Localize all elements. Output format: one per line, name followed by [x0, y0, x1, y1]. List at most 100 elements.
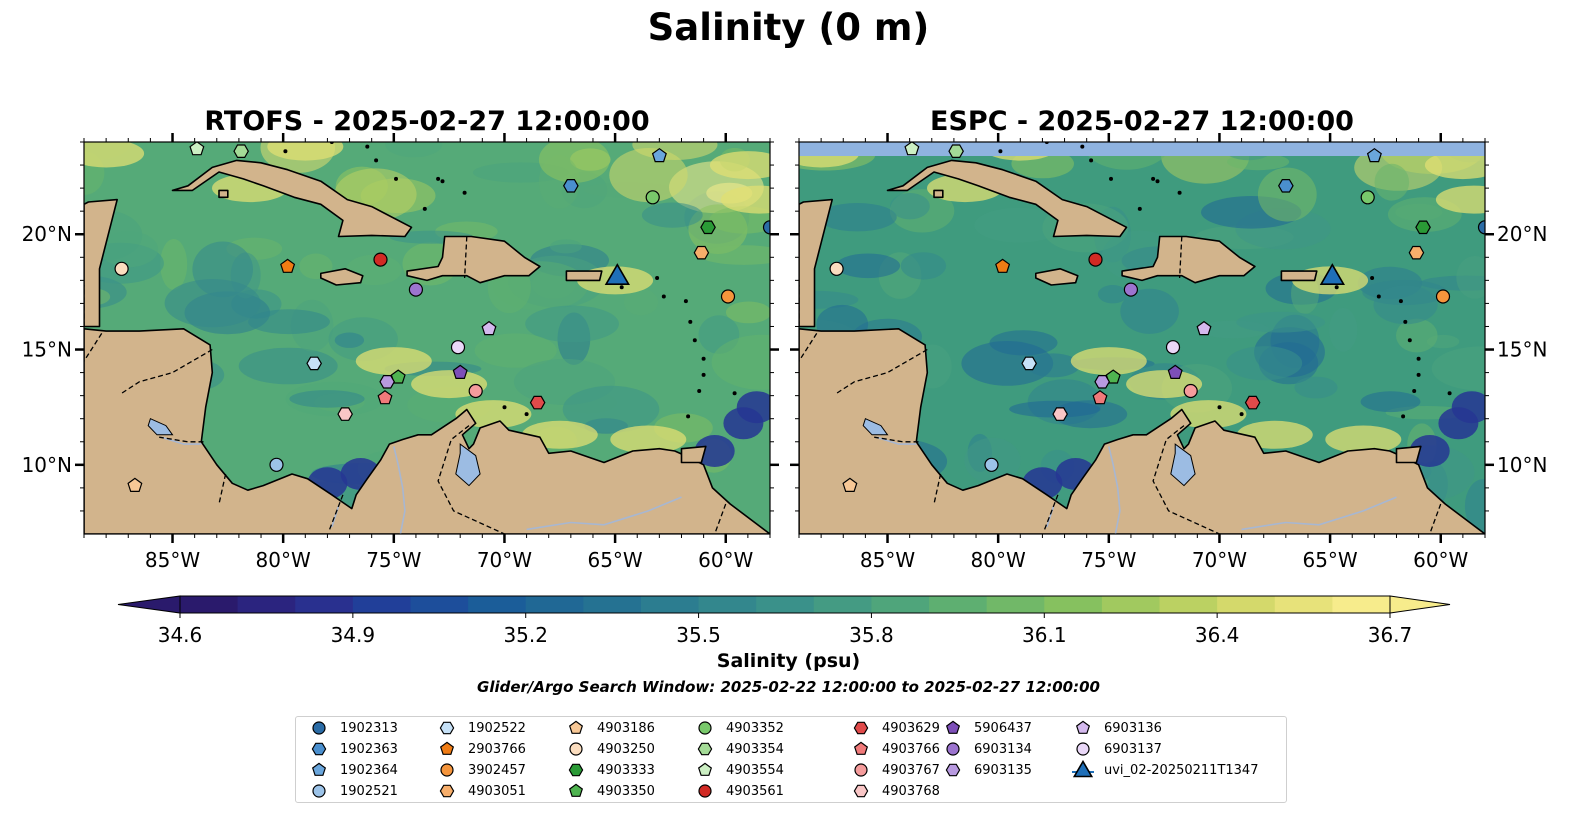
legend-label: 4903333 [597, 762, 655, 778]
y-tick-label: 10°N [22, 453, 72, 477]
legend-shape [440, 763, 454, 777]
legend-marker-icon [568, 783, 584, 797]
legend-marker-icon [311, 742, 327, 756]
marker-4903768 [337, 407, 353, 421]
legend-label: 1902313 [340, 720, 398, 736]
float-markers [829, 142, 1485, 492]
colorbar: 34.6 34.9 35.2 35.5 35.8 36.1 36.4 36.7 [117, 595, 1451, 647]
legend-marker-icon [853, 784, 869, 798]
legend-shape [439, 721, 455, 735]
marker-6903137 [450, 340, 466, 355]
legend-item-3902457: 3902457 [436, 760, 526, 780]
legend-shape [853, 784, 869, 798]
legend-item-1902522: 1902522 [436, 718, 526, 738]
legend-item-4903186: 4903186 [565, 718, 655, 738]
land-masses [799, 142, 1485, 534]
marker-4903250 [829, 261, 844, 276]
x-tick-label: 80°W [256, 548, 311, 572]
map-panel-rtofs [84, 142, 770, 534]
colorbar-tick-label: 35.2 [503, 623, 548, 647]
legend-marker-icon [312, 784, 326, 798]
panel-frame [83, 141, 771, 535]
legend-shape [698, 721, 712, 735]
figure-title: Salinity (0 m) [647, 6, 930, 49]
marker-6903137 [1165, 340, 1181, 355]
y-tick-label: 15°N [22, 338, 72, 362]
legend-marker-icon [946, 742, 960, 756]
marker-4903554 [904, 142, 920, 156]
marker-2903766 [995, 258, 1011, 273]
legend-label: 6903136 [1104, 720, 1162, 736]
legend-label: 4903354 [726, 741, 784, 757]
legend-label: uvi_02-20250211T1347 [1104, 762, 1259, 778]
legend-shape [312, 721, 326, 735]
y-tick-label: 10°N [1497, 453, 1547, 477]
marker-1902363 [1278, 179, 1294, 193]
x-tick-label: 85°W [860, 548, 915, 572]
legend-marker-icon [439, 721, 455, 735]
legend-item-6903136: 6903136 [1072, 718, 1162, 738]
land-masses [84, 142, 770, 534]
marker-1902364 [651, 147, 667, 163]
colorbar-tick-label: 34.9 [331, 623, 376, 647]
colorbar-tick-label: 36.1 [1022, 623, 1067, 647]
legend-label: 4903250 [597, 741, 655, 757]
legend-marker-icon [854, 763, 868, 777]
marker-1902313 [1477, 220, 1485, 235]
legend-label: 4903768 [882, 783, 940, 799]
legend-shape [853, 741, 869, 755]
panel-title-espc: ESPC - 2025-02-27 12:00:00 [930, 106, 1354, 137]
legend-label: 4903051 [468, 783, 526, 799]
legend-marker-icon [1072, 760, 1094, 778]
x-tick-label: 65°W [587, 548, 642, 572]
colorbar-extend-high [1389, 595, 1451, 614]
x-tick-label: 60°W [1413, 548, 1468, 572]
colorbar-tick-label: 34.6 [158, 623, 203, 647]
legend-label: 6903135 [974, 762, 1032, 778]
legend-label: 6903134 [974, 741, 1032, 757]
marker-2903766 [280, 258, 296, 273]
legend-shape [698, 784, 712, 798]
legend-label: 2903766 [468, 741, 526, 757]
map-panel-espc [799, 142, 1485, 534]
legend-label: 1902521 [340, 783, 398, 799]
marker-1902521 [269, 457, 284, 472]
legend-label: 4903186 [597, 720, 655, 736]
marker-4903767 [468, 383, 483, 399]
marker-4903768 [1052, 407, 1068, 421]
legend-marker-icon [568, 763, 584, 777]
x-tick-label: 80°W [971, 548, 1026, 572]
marker-4903561 [373, 252, 388, 267]
missing-data-band [799, 142, 1485, 156]
x-tick-label: 75°W [1081, 548, 1136, 572]
legend-marker-icon [697, 742, 713, 756]
marker-4903250 [114, 261, 129, 276]
legend-marker-icon [1076, 742, 1090, 756]
legend-shape [1075, 720, 1091, 734]
legend-marker-icon [312, 721, 326, 735]
marker-4903186 [842, 477, 858, 492]
legend-label: 1902522 [468, 720, 526, 736]
legend-shape [439, 784, 455, 798]
x-tick-label: 70°W [477, 548, 532, 572]
legend-item-4903333: 4903333 [565, 760, 655, 780]
legend-item-6903134: 6903134 [942, 739, 1032, 759]
marker-uvi_02-20250211T1347 [604, 263, 630, 286]
legend-shape [311, 742, 327, 756]
marker-1902313 [762, 220, 770, 235]
legend-shape [311, 762, 327, 776]
legend-marker-icon [697, 762, 713, 776]
legend-shape [945, 763, 961, 777]
legend-item-6903137: 6903137 [1072, 739, 1162, 759]
colorbar-tick-label: 36.7 [1368, 623, 1413, 647]
legend-marker-icon [439, 784, 455, 798]
legend-shape [439, 741, 455, 755]
colorbar-tick-label: 35.5 [676, 623, 721, 647]
x-tick-label: 70°W [1192, 548, 1247, 572]
legend-marker-icon [853, 741, 869, 755]
marker-6903135 [379, 375, 395, 389]
legend-shape [1076, 742, 1090, 756]
marker-6903134 [1123, 282, 1139, 297]
marker-4903766 [1092, 390, 1108, 405]
legend-shape [854, 763, 868, 777]
